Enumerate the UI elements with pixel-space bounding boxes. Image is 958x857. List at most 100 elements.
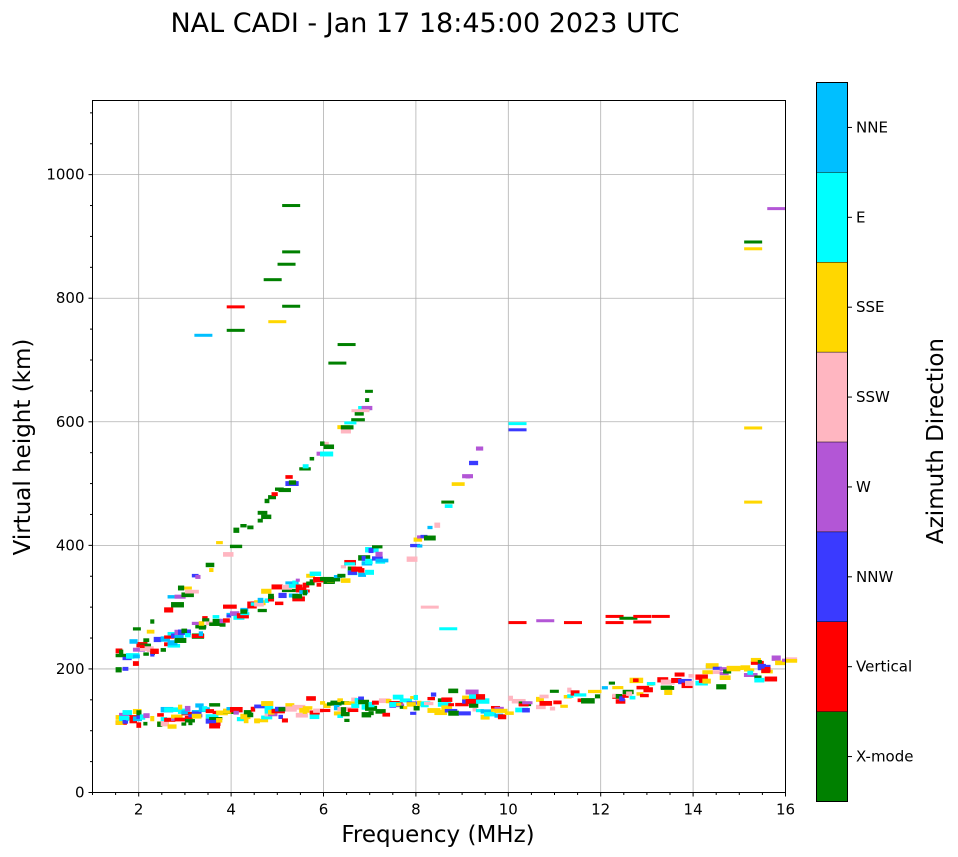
chart-title: NAL CADI - Jan 17 18:45:00 2023 UTC: [170, 8, 679, 39]
echo-mark: [306, 581, 315, 586]
echo-mark: [285, 706, 297, 712]
colorbar-segment: [816, 82, 848, 173]
echo-mark: [302, 708, 307, 714]
echo-mark: [184, 719, 195, 723]
echo-mark: [205, 709, 215, 714]
echo-mark: [337, 714, 344, 718]
echo-mark: [160, 636, 170, 642]
echo-mark: [403, 706, 408, 710]
echo-mark: [164, 607, 174, 613]
echo-mark: [115, 648, 123, 654]
echo-mark: [181, 628, 188, 634]
echo-point: [439, 627, 458, 631]
echo-mark: [347, 570, 357, 575]
echo-mark: [205, 714, 219, 719]
echo-mark: [236, 613, 249, 619]
echo-mark: [344, 701, 357, 705]
echo-mark: [132, 661, 139, 666]
echo-mark: [129, 639, 138, 644]
echo-mark: [247, 525, 254, 530]
echo-mark: [472, 708, 477, 712]
echo-mark: [261, 514, 272, 520]
echo-mark: [115, 720, 124, 725]
y-axis: 0 200 400 600 800 1000: [46, 112, 93, 802]
echo-mark: [361, 712, 372, 718]
echo-point: [508, 422, 527, 426]
echo-mark: [705, 663, 719, 669]
echo-mark: [413, 705, 420, 711]
echo-mark: [233, 527, 240, 533]
echo-mark: [136, 722, 142, 728]
echo-mark: [469, 460, 479, 466]
colorbar-segment: [816, 262, 848, 353]
echo-mark: [484, 712, 497, 717]
echo-mark: [309, 456, 315, 461]
echo-mark: [723, 669, 732, 674]
echo-mark: [292, 704, 306, 710]
echo-mark: [167, 640, 178, 646]
echo-mark: [119, 715, 129, 722]
echo-mark: [365, 389, 373, 393]
echo-mark: [295, 584, 303, 590]
echo-mark: [444, 504, 453, 508]
echo-mark: [285, 475, 293, 479]
echo-mark: [612, 686, 624, 690]
y-tick-label: 1000: [46, 166, 84, 184]
y-axis-label: Virtual height (km): [10, 339, 36, 556]
echo-mark: [497, 714, 507, 720]
echo-mark: [271, 584, 283, 590]
echo-mark: [354, 698, 362, 704]
echo-mark: [323, 703, 331, 709]
echo-mark: [264, 498, 270, 504]
echo-mark: [743, 668, 755, 672]
echo-mark: [615, 699, 626, 704]
echo-mark: [278, 488, 291, 493]
echo-mark: [660, 679, 675, 685]
echo-point: [282, 304, 301, 308]
echo-mark: [351, 697, 358, 702]
echo-mark: [212, 618, 221, 624]
echo-mark: [132, 654, 140, 659]
echo-mark: [243, 718, 249, 724]
echo-mark: [747, 670, 754, 675]
echo-mark: [181, 710, 188, 715]
echo-mark: [702, 678, 711, 684]
echo-mark: [264, 598, 270, 603]
colorbar-tick-label: Vertical: [856, 658, 912, 676]
echo-point: [605, 621, 624, 625]
echo-mark: [295, 578, 300, 582]
echo-mark: [515, 707, 529, 713]
echo-mark: [333, 704, 340, 711]
echo-mark: [465, 474, 471, 479]
echo-mark: [247, 604, 257, 609]
echo-mark: [278, 714, 283, 719]
echo-mark: [458, 711, 471, 716]
echo-mark: [437, 702, 452, 707]
echo-mark: [139, 643, 152, 648]
colorbar-tick-label: E: [856, 208, 865, 226]
echo-mark: [150, 648, 159, 654]
echo-mark: [157, 713, 164, 717]
colorbar-segment: [816, 172, 848, 263]
echo-mark: [626, 691, 633, 696]
colorbar-label: Azimuth Direction: [923, 338, 949, 544]
echo-mark: [740, 665, 751, 670]
echo-mark: [167, 643, 181, 648]
echo-mark: [522, 708, 530, 713]
echo-mark: [177, 586, 192, 590]
echo-mark: [195, 574, 201, 579]
y-tick-label: 600: [56, 413, 85, 431]
echo-mark: [465, 689, 479, 695]
echo-mark: [143, 713, 150, 719]
echo-mark: [174, 594, 186, 599]
echo-mark: [750, 657, 761, 662]
echo-mark: [358, 696, 364, 701]
y-tick-label: 800: [56, 289, 85, 307]
echo-mark: [181, 722, 187, 726]
echo-mark: [164, 642, 171, 647]
echo-mark: [243, 710, 252, 715]
echo-point: [633, 620, 652, 624]
echo-mark: [223, 552, 234, 557]
echo-mark: [205, 562, 215, 568]
echo-mark: [639, 693, 649, 698]
